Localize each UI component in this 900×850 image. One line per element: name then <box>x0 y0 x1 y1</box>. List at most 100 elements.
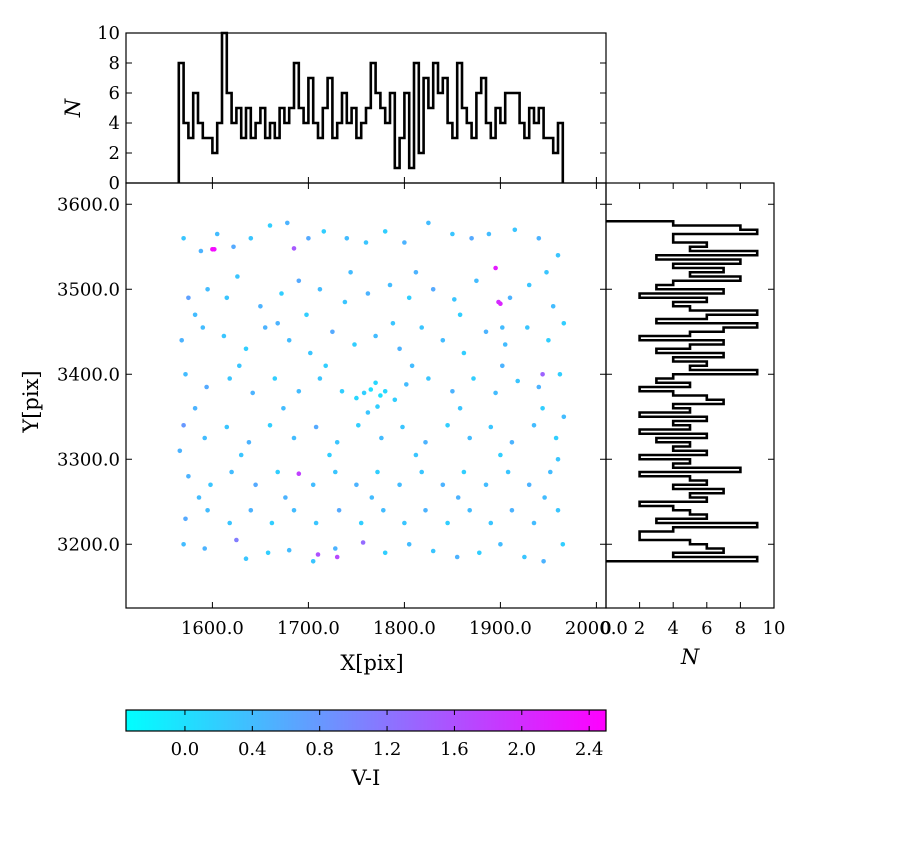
scatter-frame <box>125 182 607 609</box>
data-point <box>419 325 425 330</box>
data-point <box>483 482 489 488</box>
data-point <box>406 295 412 301</box>
data-point <box>505 469 511 475</box>
data-point <box>231 244 236 250</box>
data-point <box>192 312 198 318</box>
data-point <box>317 287 323 292</box>
data-point <box>555 508 561 513</box>
colorbar-bar <box>125 709 607 732</box>
data-point <box>235 274 240 279</box>
data-point <box>275 469 281 475</box>
data-point <box>248 508 254 513</box>
data-point <box>229 469 234 475</box>
top-y-tick-label: 10 <box>97 23 120 44</box>
data-point <box>354 395 359 401</box>
data-point <box>440 482 446 488</box>
data-point <box>500 363 505 369</box>
data-point <box>291 435 297 441</box>
data-point <box>540 406 545 411</box>
data-point <box>198 248 204 254</box>
data-point <box>561 321 567 326</box>
data-point <box>373 333 378 339</box>
data-point <box>265 550 271 556</box>
data-point <box>509 508 515 513</box>
data-point <box>555 253 561 258</box>
data-point <box>179 338 184 343</box>
data-point <box>214 231 220 237</box>
data-point <box>243 346 249 352</box>
right-x-tick-label: 8 <box>735 618 746 639</box>
data-point <box>546 338 551 343</box>
data-point <box>227 376 232 381</box>
right-x-axis-label: N <box>680 645 700 669</box>
data-point <box>308 350 313 356</box>
data-point <box>536 236 542 241</box>
data-point <box>291 246 297 251</box>
data-point <box>243 556 249 561</box>
data-point <box>333 469 338 475</box>
data-point <box>296 471 302 477</box>
data-point <box>536 384 542 390</box>
data-point <box>333 546 338 551</box>
data-point <box>455 495 461 500</box>
data-point <box>313 424 319 430</box>
data-point <box>352 342 357 347</box>
x-axis-label: X[pix] <box>340 651 403 675</box>
data-point <box>210 247 215 252</box>
data-point <box>342 299 348 305</box>
data-point <box>450 389 455 394</box>
data-point <box>283 495 288 500</box>
top-y-tick-label: 2 <box>109 143 120 164</box>
data-point <box>373 380 378 386</box>
data-point <box>192 406 198 411</box>
data-point <box>275 321 281 326</box>
data-point <box>531 423 537 428</box>
data-point <box>375 404 380 409</box>
x-tick-label: 2000.0 <box>565 618 628 639</box>
data-point <box>419 469 425 475</box>
data-point <box>471 376 476 381</box>
data-point <box>237 363 242 369</box>
data-point <box>526 482 532 488</box>
data-point <box>336 508 342 513</box>
data-point <box>365 291 371 296</box>
data-point <box>500 325 505 330</box>
data-point <box>177 448 183 454</box>
data-point <box>262 325 268 330</box>
data-point <box>550 304 556 309</box>
colorbar-tick-label: 1.2 <box>373 739 402 760</box>
data-point <box>493 390 498 396</box>
data-point <box>512 227 518 233</box>
data-point <box>390 321 396 326</box>
data-point <box>474 278 479 284</box>
right-x-tick-label: 4 <box>667 618 678 639</box>
data-point <box>477 550 482 556</box>
data-point <box>306 236 311 241</box>
data-point <box>296 389 302 394</box>
data-point <box>334 440 340 445</box>
x-tick-label: 1900.0 <box>469 618 532 639</box>
right-histogram-steps <box>606 219 759 563</box>
data-point <box>488 424 494 430</box>
y-tick-label: 3200.0 <box>57 534 120 555</box>
data-point <box>423 440 428 445</box>
data-point <box>224 424 230 430</box>
data-point <box>361 390 367 396</box>
y-tick-label: 3300.0 <box>57 449 120 470</box>
data-point <box>426 220 431 226</box>
data-point <box>279 291 284 296</box>
data-point <box>281 406 286 411</box>
colorbar-label: V-I <box>351 766 381 790</box>
data-point <box>525 325 530 330</box>
top-y-tick-label: 8 <box>109 53 120 74</box>
x-tick-label: 1800.0 <box>373 618 436 639</box>
data-point <box>404 382 409 387</box>
data-point <box>334 554 340 560</box>
data-point <box>202 435 207 441</box>
data-point <box>221 333 227 339</box>
data-point <box>205 508 210 513</box>
top-y-tick-label: 0 <box>109 173 120 194</box>
data-point <box>360 540 366 545</box>
data-point <box>310 559 316 564</box>
data-point <box>486 231 492 237</box>
